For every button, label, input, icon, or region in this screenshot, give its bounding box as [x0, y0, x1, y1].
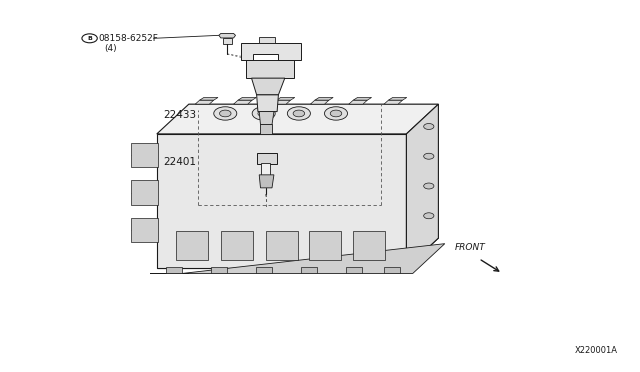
Polygon shape — [315, 97, 333, 100]
Polygon shape — [272, 100, 291, 104]
Circle shape — [82, 34, 97, 43]
Polygon shape — [349, 100, 367, 104]
Bar — [166, 267, 182, 273]
Polygon shape — [150, 244, 445, 273]
Bar — [266, 231, 298, 260]
Circle shape — [330, 110, 342, 117]
Polygon shape — [259, 112, 274, 125]
Bar — [301, 267, 317, 273]
Circle shape — [258, 110, 269, 117]
Circle shape — [220, 110, 231, 117]
Bar — [261, 163, 270, 175]
Polygon shape — [259, 175, 274, 188]
Polygon shape — [252, 78, 285, 95]
Circle shape — [424, 213, 434, 219]
Circle shape — [287, 107, 310, 120]
Polygon shape — [259, 37, 275, 43]
Bar — [131, 180, 158, 205]
Bar — [176, 231, 208, 260]
Circle shape — [424, 153, 434, 159]
Text: B: B — [87, 36, 92, 41]
Bar — [256, 267, 272, 273]
Bar — [353, 231, 385, 260]
Polygon shape — [257, 153, 277, 164]
Circle shape — [424, 124, 434, 129]
Polygon shape — [200, 97, 218, 100]
Polygon shape — [353, 97, 372, 100]
Text: 08158-6252F: 08158-6252F — [98, 34, 158, 43]
Bar — [211, 267, 227, 273]
Circle shape — [324, 107, 348, 120]
Polygon shape — [157, 134, 406, 268]
Polygon shape — [234, 100, 252, 104]
Bar — [384, 267, 400, 273]
Polygon shape — [219, 33, 236, 38]
Bar — [131, 143, 158, 167]
Bar — [346, 267, 362, 273]
Polygon shape — [257, 95, 278, 112]
Bar — [221, 231, 253, 260]
Bar — [260, 124, 272, 134]
Text: 22401: 22401 — [163, 157, 196, 167]
Text: X220001A: X220001A — [575, 346, 618, 355]
Polygon shape — [246, 60, 294, 78]
Text: (4): (4) — [104, 44, 117, 53]
Polygon shape — [388, 97, 407, 100]
Polygon shape — [195, 100, 214, 104]
Circle shape — [424, 183, 434, 189]
Bar — [309, 231, 341, 260]
Polygon shape — [406, 104, 438, 268]
Bar — [223, 38, 232, 44]
Circle shape — [214, 107, 237, 120]
Polygon shape — [238, 97, 257, 100]
Circle shape — [293, 110, 305, 117]
Text: 22433: 22433 — [163, 110, 196, 120]
Polygon shape — [241, 43, 301, 60]
Circle shape — [252, 107, 275, 120]
Polygon shape — [310, 100, 329, 104]
Bar — [131, 218, 158, 242]
Polygon shape — [384, 100, 403, 104]
Text: FRONT: FRONT — [455, 243, 486, 252]
Polygon shape — [276, 97, 295, 100]
Polygon shape — [157, 104, 438, 134]
